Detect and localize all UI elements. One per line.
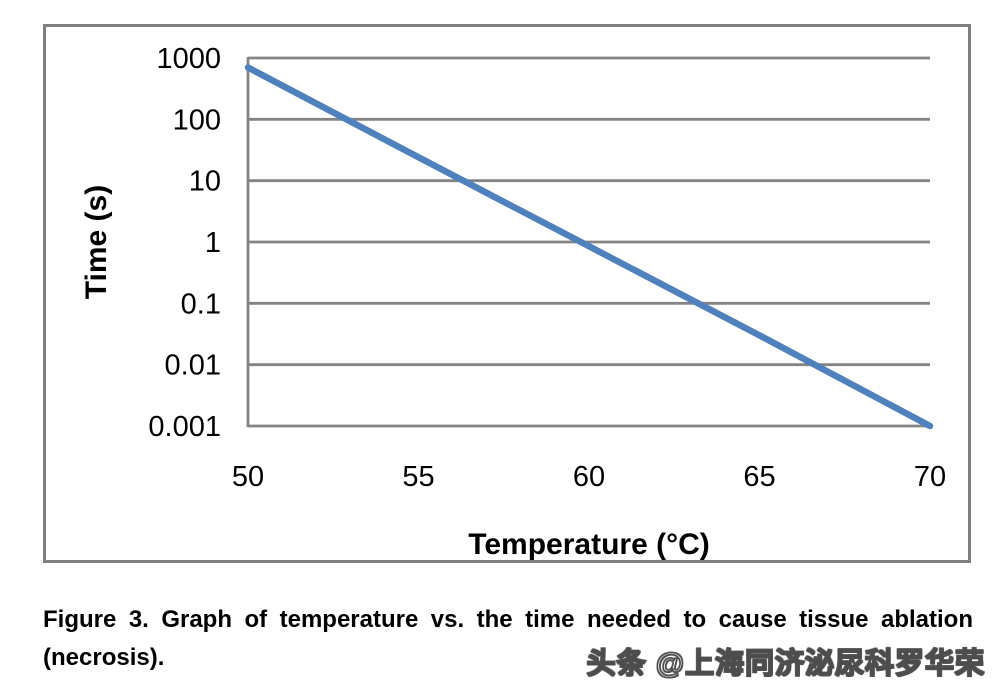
series-line-ablation-time: [244, 64, 934, 430]
y-tick-label-0.1: 0.1: [181, 288, 221, 320]
y-axis-title: Time (s): [80, 184, 113, 300]
y-tick-label-1: 1: [205, 227, 221, 259]
x-tick-label-55: 55: [402, 461, 434, 493]
chart-frame: 1000 100 10 1 0.1 0.01 0.001 50 55 60 65 70 Time (s…: [43, 24, 971, 563]
x-tick-label-60: 60: [573, 461, 605, 493]
y-tick-label-1000: 1000: [156, 43, 221, 75]
figure-caption: Figure 3. Graph of temperature vs. the t…: [43, 606, 973, 671]
y-tick-label-10: 10: [189, 166, 221, 198]
y-tick-label-0.001: 0.001: [148, 411, 221, 443]
x-tick-label-65: 65: [743, 461, 775, 493]
y-tick-label-0.01: 0.01: [165, 350, 221, 382]
chart-plot-area: 1000 100 10 1 0.1 0.01 0.001 50 55 60 65 70: [148, 43, 946, 493]
x-tick-label-50: 50: [232, 461, 264, 493]
x-axis-title: Temperature (°C): [468, 528, 710, 561]
watermark-text: 头条 @上海同济泌尿科罗华荣: [586, 647, 985, 681]
y-tick-label-100: 100: [173, 104, 221, 136]
x-tick-label-70: 70: [914, 461, 946, 493]
